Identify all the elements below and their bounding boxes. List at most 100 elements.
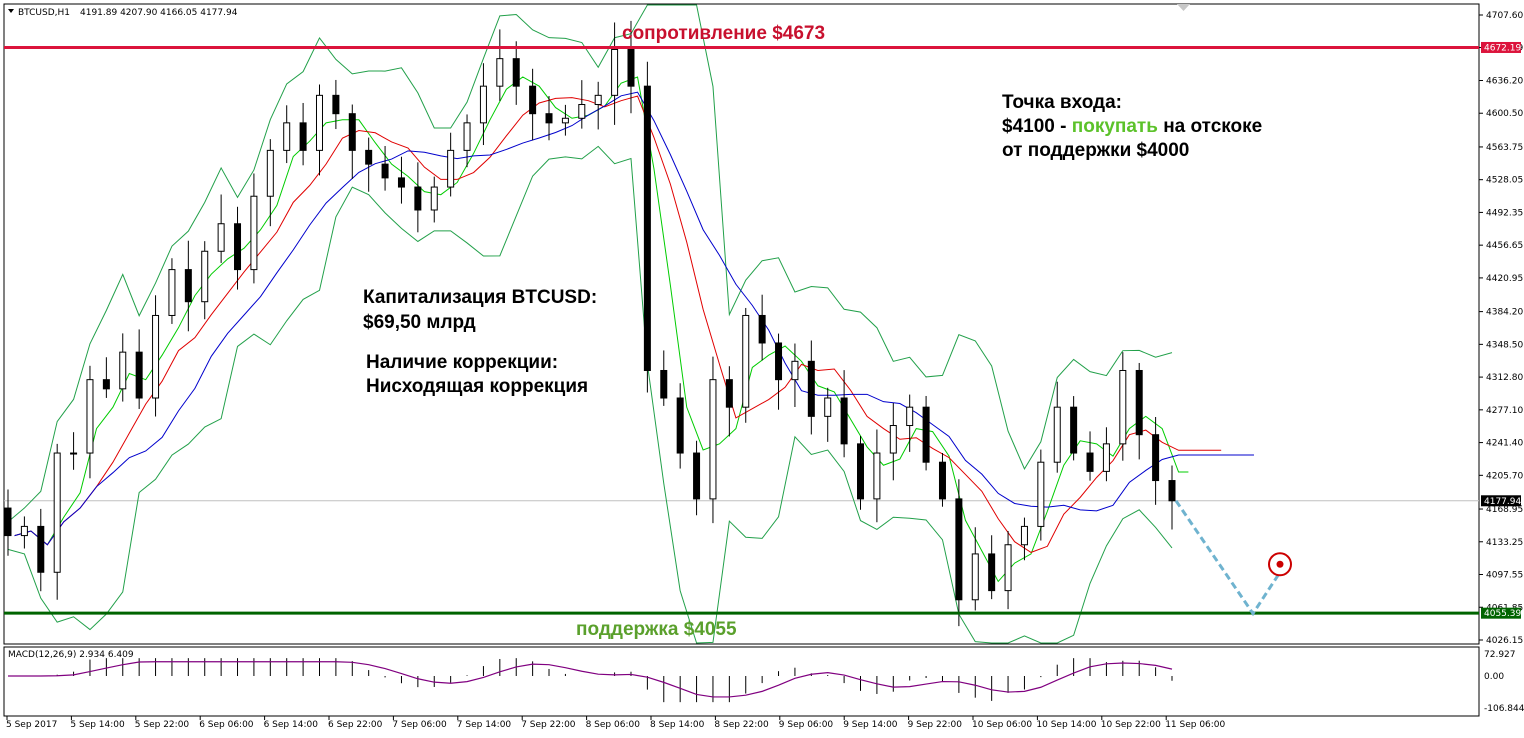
resistance-price-tag: 4672.19 bbox=[1481, 41, 1521, 53]
candle-body bbox=[988, 553, 996, 592]
candle-body bbox=[332, 94, 340, 115]
candle-body bbox=[971, 553, 979, 601]
resistance-label: сопротивление $4673 bbox=[622, 23, 825, 44]
entry-condition: на отскоке bbox=[1158, 116, 1262, 137]
candle-body bbox=[857, 443, 865, 500]
price-tick-label: 4312.80 bbox=[1486, 373, 1523, 383]
macd-axis-top: 72.927 bbox=[1484, 650, 1516, 660]
candle-body bbox=[1119, 369, 1127, 445]
chart-header: BTCUSD,H1 4191.89 4207.90 4166.05 4177.9… bbox=[8, 8, 238, 18]
price-tick-label: 4168.95 bbox=[1486, 505, 1523, 515]
entry-line-3: от поддержки $4000 bbox=[1002, 140, 1189, 161]
candle-body bbox=[775, 342, 783, 381]
candle-body bbox=[37, 525, 45, 573]
candle-body bbox=[217, 223, 225, 252]
candle-body bbox=[299, 122, 307, 151]
candle-body bbox=[529, 85, 537, 115]
entry-action: покупать bbox=[1072, 116, 1158, 137]
candle-body bbox=[381, 163, 389, 179]
price-tick-label: 4563.75 bbox=[1486, 143, 1523, 153]
candle-body bbox=[873, 452, 881, 500]
macd-axis: 72.927 0.00 -106.844 bbox=[1484, 650, 1524, 714]
candle-body bbox=[250, 195, 258, 271]
candle-body bbox=[906, 406, 914, 427]
time-axis[interactable]: 5 Sep 2017 5 Sep 14:00 5 Sep 22:00 6 Sep 06… bbox=[6, 716, 1226, 730]
macd-label: MACD(12,26,9) 2.934 6.409 bbox=[8, 650, 134, 660]
bollinger-bands bbox=[7, 4, 1173, 644]
correction-value: Нисходящая коррекция bbox=[366, 376, 588, 397]
price-tick-label: 4384.20 bbox=[1486, 308, 1523, 318]
price-tick-label: 4277.10 bbox=[1486, 406, 1523, 416]
candle-body bbox=[397, 177, 405, 188]
candle-body bbox=[135, 351, 143, 399]
candle-body bbox=[938, 461, 946, 500]
forecast-path bbox=[1174, 499, 1282, 617]
price-tick-label: 4348.50 bbox=[1486, 340, 1523, 350]
time-tick-label: 8 Sep 22:00 bbox=[714, 720, 769, 730]
price-tick-label: 4097.55 bbox=[1486, 571, 1523, 581]
time-tick-label: 5 Sep 22:00 bbox=[135, 720, 190, 730]
price-tick-label: 4205.70 bbox=[1486, 471, 1523, 481]
price-axis[interactable]: 4707.60 4672.19 4636.20 4600.50 4563.75 4528.… bbox=[1479, 11, 1523, 646]
price-tick-label: 4133.25 bbox=[1486, 538, 1523, 548]
svg-text:4055.39: 4055.39 bbox=[1484, 609, 1521, 619]
time-tick-label: 11 Sep 06:00 bbox=[1165, 720, 1225, 730]
candle-body bbox=[1037, 461, 1045, 527]
time-tick-label: 10 Sep 06:00 bbox=[972, 720, 1032, 730]
candle-body bbox=[168, 269, 176, 316]
support-price-tag: 4055.39 bbox=[1481, 607, 1521, 619]
time-tick-label: 9 Sep 14:00 bbox=[843, 720, 898, 730]
candle-body bbox=[693, 452, 701, 500]
candle-body bbox=[643, 85, 651, 371]
moving-averages bbox=[14, 76, 1254, 583]
candle-body bbox=[1070, 406, 1078, 454]
support-label: поддержка $4055 bbox=[576, 619, 737, 640]
time-tick-label: 10 Sep 22:00 bbox=[1101, 720, 1161, 730]
price-tick-label: 4707.60 bbox=[1486, 11, 1523, 21]
candle-body bbox=[676, 397, 684, 454]
candle-body bbox=[807, 360, 815, 417]
candle-body bbox=[102, 379, 110, 390]
price-tick-label: 4528.05 bbox=[1486, 176, 1523, 186]
symbol-label: BTCUSD,H1 bbox=[18, 8, 70, 18]
candle-body bbox=[824, 397, 832, 417]
candle-body bbox=[119, 351, 127, 390]
main-pane bbox=[3, 3, 1480, 645]
time-tick-label: 8 Sep 06:00 bbox=[586, 720, 641, 730]
moving-average-line bbox=[14, 95, 1222, 553]
time-tick-label: 8 Sep 14:00 bbox=[650, 720, 705, 730]
time-tick-label: 9 Sep 22:00 bbox=[908, 720, 963, 730]
candle-body bbox=[463, 122, 471, 151]
macd-signal-line bbox=[8, 661, 1173, 698]
time-tick-label: 5 Sep 14:00 bbox=[70, 720, 125, 730]
moving-average-line bbox=[14, 91, 1254, 546]
candle-body bbox=[561, 117, 569, 124]
candle-body bbox=[365, 149, 373, 165]
collapse-triangle-icon[interactable] bbox=[8, 9, 14, 13]
entry-line-2: $4100 - покупать на отскоке bbox=[1002, 116, 1262, 137]
candle-body bbox=[414, 186, 422, 211]
svg-text:4672.19: 4672.19 bbox=[1484, 43, 1521, 53]
candle-body bbox=[70, 452, 78, 455]
candle-body bbox=[791, 360, 799, 381]
candle-body bbox=[315, 94, 323, 151]
candle-body bbox=[447, 149, 455, 188]
candle-body bbox=[1102, 443, 1110, 472]
candle-body bbox=[283, 122, 291, 151]
candle-body bbox=[152, 314, 160, 399]
candle-body bbox=[20, 525, 28, 537]
scroll-indicator-icon[interactable] bbox=[1177, 4, 1190, 11]
macd-axis-bottom: -106.844 bbox=[1484, 704, 1524, 714]
entry-price: $4100 - bbox=[1002, 116, 1072, 137]
target-dot-icon bbox=[1276, 560, 1284, 568]
time-tick-label: 7 Sep 06:00 bbox=[392, 720, 447, 730]
candle-body bbox=[348, 113, 356, 151]
candle-body bbox=[4, 507, 12, 537]
entry-title: Точка входа: bbox=[1002, 92, 1122, 113]
svg-text:4177.94: 4177.94 bbox=[1484, 497, 1521, 507]
candle-body bbox=[611, 48, 619, 96]
macd-pane bbox=[3, 646, 1480, 717]
current-price-tag: 4177.94 bbox=[1481, 495, 1521, 507]
candle-body bbox=[1152, 434, 1160, 482]
